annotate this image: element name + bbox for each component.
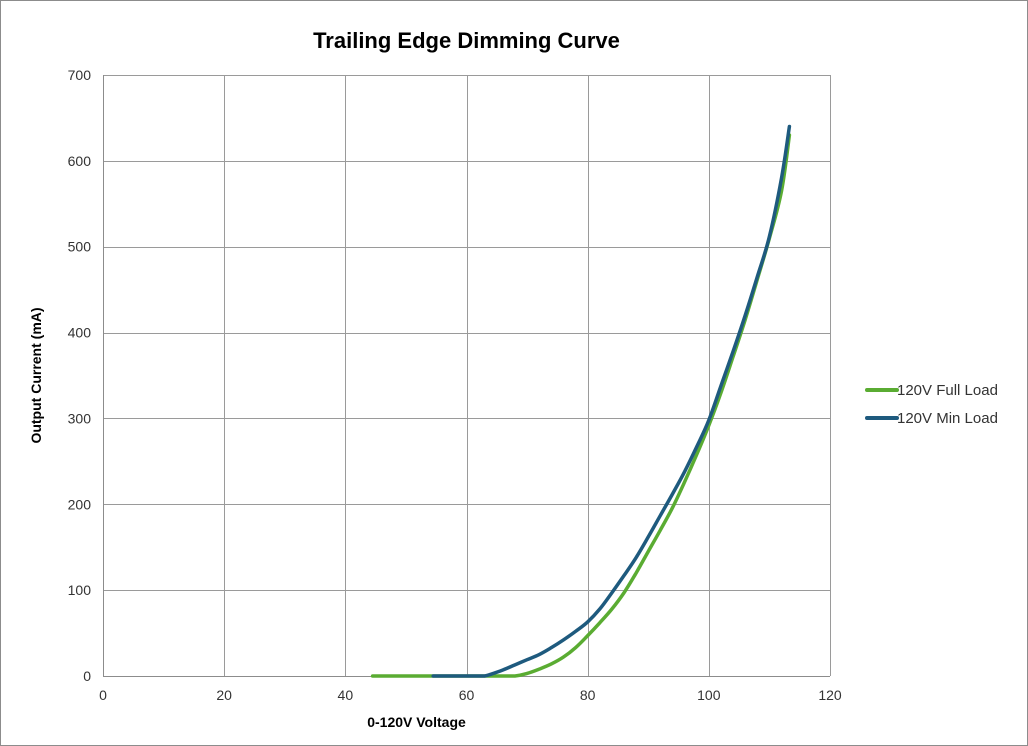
tick-labels: 0 20 40 60 80 100 120 0 100 200 300 400 500 600 700 bbox=[68, 67, 842, 703]
legend-label: 120V Min Load bbox=[897, 410, 998, 427]
series-line-1 bbox=[431, 124, 792, 678]
y-tick-label: 0 bbox=[83, 668, 91, 684]
x-tick-label: 100 bbox=[697, 687, 721, 703]
y-tick-label: 100 bbox=[68, 582, 92, 598]
gridlines bbox=[103, 75, 831, 676]
x-tick-label: 80 bbox=[580, 687, 596, 703]
chart-title: Trailing Edge Dimming Curve bbox=[313, 28, 620, 53]
series-line-0 bbox=[370, 133, 792, 678]
x-tick-label: 0 bbox=[99, 687, 107, 703]
y-tick-label: 300 bbox=[68, 410, 92, 426]
y-tick-label: 500 bbox=[68, 239, 92, 255]
y-tick-label: 400 bbox=[68, 325, 92, 341]
legend-label: 120V Full Load bbox=[897, 382, 998, 399]
y-tick-label: 700 bbox=[68, 67, 92, 83]
axes bbox=[103, 75, 830, 677]
series-lines bbox=[370, 124, 792, 678]
y-axis-label: Output Current (mA) bbox=[28, 307, 44, 443]
x-tick-label: 20 bbox=[216, 687, 232, 703]
x-tick-label: 60 bbox=[459, 687, 475, 703]
x-tick-label: 120 bbox=[818, 687, 842, 703]
y-tick-label: 200 bbox=[68, 496, 92, 512]
x-tick-label: 40 bbox=[338, 687, 354, 703]
x-axis-label: 0-120V Voltage bbox=[367, 714, 466, 730]
y-tick-label: 600 bbox=[68, 153, 92, 169]
legend: 120V Full Load 120V Min Load bbox=[865, 382, 998, 427]
